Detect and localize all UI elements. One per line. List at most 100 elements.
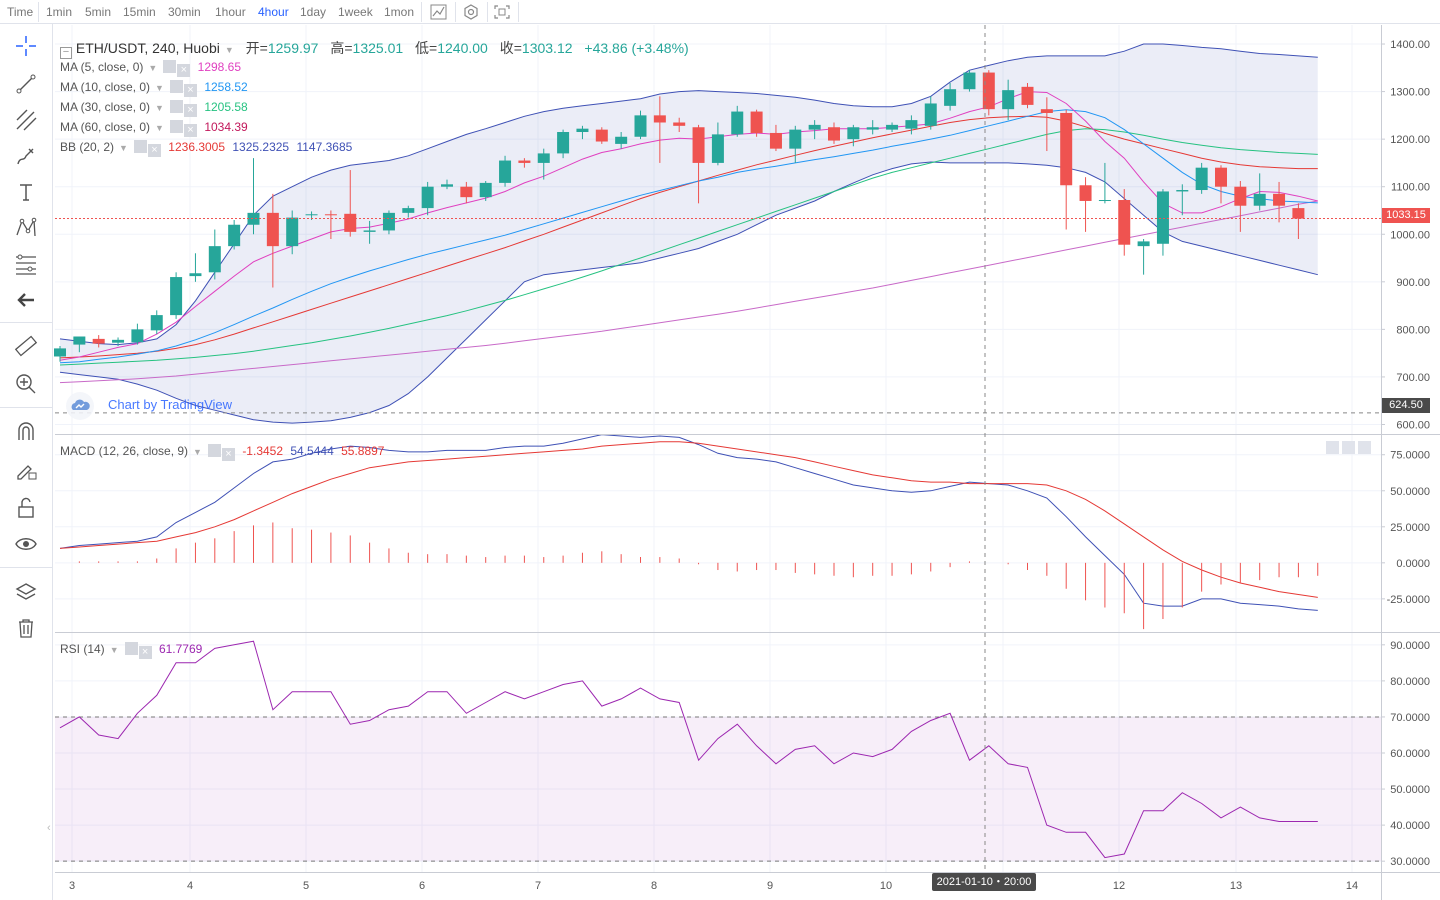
chevron-down-icon[interactable]: ▼	[224, 45, 234, 55]
rsi-tick-label: 70.0000	[1390, 712, 1430, 724]
watermark-text: Chart by TradingView	[108, 397, 233, 412]
candle-body	[692, 127, 705, 163]
interval-15min[interactable]: 15min	[123, 5, 156, 19]
legend-ma5[interactable]: MA (5, close, 0) ▼ × 1298.65	[60, 60, 241, 77]
layers-icon[interactable]	[8, 578, 44, 606]
zoom-in-icon[interactable]	[8, 370, 44, 398]
gear-icon[interactable]	[169, 80, 183, 93]
chevron-down-icon[interactable]: ▼	[193, 447, 202, 457]
candle-body	[615, 136, 628, 144]
gear-icon[interactable]	[124, 642, 138, 655]
interval-30min[interactable]: 30min	[168, 5, 201, 19]
gear-icon[interactable]	[169, 100, 183, 113]
magnet-icon[interactable]	[8, 418, 44, 446]
candle-body	[1156, 191, 1169, 244]
x-tick-label: 9	[767, 880, 773, 892]
collapse-sidebar-icon[interactable]: ‹	[47, 822, 51, 834]
trash-icon[interactable]	[8, 614, 44, 642]
settings-icon[interactable]	[455, 0, 487, 24]
interval-1mon[interactable]: 1mon	[384, 5, 415, 19]
chevron-down-icon[interactable]: ▼	[119, 143, 128, 153]
fib-icon[interactable]	[8, 250, 44, 278]
legend-ma10[interactable]: MA (10, close, 0) ▼ × 1258.52	[60, 80, 248, 97]
gear-icon[interactable]	[207, 444, 221, 457]
ma10-line	[59, 109, 1318, 364]
legend-ma30[interactable]: MA (30, close, 0) ▼ × 1205.58	[60, 100, 248, 117]
move-up-icon[interactable]	[1326, 441, 1339, 454]
text-icon[interactable]	[8, 178, 44, 206]
pattern-icon[interactable]	[8, 214, 44, 242]
interval-1min[interactable]: 1min	[46, 5, 73, 19]
close-icon[interactable]: ×	[183, 84, 197, 97]
chevron-down-icon[interactable]: ▼	[109, 645, 119, 655]
close-icon[interactable]: ×	[147, 144, 161, 157]
tradingview-logo-icon	[66, 391, 94, 420]
chevron-down-icon[interactable]: ▼	[155, 83, 164, 93]
rsi-tick-label: 30.0000	[1390, 856, 1430, 868]
price-tick-label: 1400.00	[1390, 39, 1430, 51]
legend-label: MA (30, close, 0)	[60, 100, 151, 114]
close-icon[interactable]: ×	[183, 104, 197, 117]
x-tick-label: 5	[303, 880, 309, 892]
collapse-icon[interactable]: −	[60, 47, 72, 59]
candle-body	[54, 348, 66, 357]
close-icon[interactable]: ×	[183, 124, 197, 137]
gear-icon[interactable]	[133, 140, 147, 153]
legend-value: 61.7769	[158, 642, 203, 656]
macd-line	[59, 434, 1318, 611]
x-tick-label: 10	[880, 880, 892, 892]
candle-body	[789, 129, 802, 149]
legend-value-lower: 1147.3685	[296, 140, 353, 154]
chevron-down-icon[interactable]: ▼	[155, 123, 164, 133]
rsi-band-fill	[55, 716, 1381, 862]
interval-5min[interactable]: 5min	[85, 5, 112, 19]
legend-value-macd: 54.5444	[290, 444, 334, 458]
interval-1day[interactable]: 1day	[300, 5, 327, 19]
close-icon[interactable]: ×	[221, 448, 235, 461]
interval-1hour[interactable]: 1hour	[215, 5, 246, 19]
candle-body	[634, 115, 647, 137]
chevron-down-icon[interactable]: ▼	[155, 103, 164, 113]
candle-body	[595, 129, 608, 142]
candle-body	[866, 127, 879, 130]
high-label: 高=	[330, 40, 353, 56]
tradingview-watermark[interactable]: Chart by TradingView	[66, 390, 232, 420]
interval-4hour[interactable]: 4hour	[258, 5, 289, 19]
candle-body	[92, 338, 105, 344]
indicators-icon[interactable]	[423, 0, 455, 24]
crosshair-icon[interactable]	[8, 32, 44, 60]
legend-bb[interactable]: BB (20, 2) ▼ × 1236.3005 1325.2325 1147.36…	[60, 140, 352, 157]
candle-body	[1253, 193, 1266, 206]
candle-body	[537, 153, 550, 163]
gear-icon[interactable]	[169, 120, 183, 133]
trendline-icon[interactable]	[8, 70, 44, 98]
macd-tick-label: 25.0000	[1390, 522, 1430, 534]
legend-macd[interactable]: MACD (12, 26, close, 9) ▼ × -1.3452 54.544…	[60, 444, 384, 461]
legend-ma60[interactable]: MA (60, close, 0) ▼ × 1034.39	[60, 120, 248, 137]
unlock-icon[interactable]	[8, 494, 44, 522]
brush-icon[interactable]	[8, 142, 44, 170]
candle-body	[189, 273, 202, 277]
close-icon[interactable]: ×	[177, 64, 191, 77]
legend-value-signal: 55.8897	[341, 444, 385, 458]
interval-1week[interactable]: 1week	[338, 5, 373, 19]
eye-icon[interactable]	[8, 530, 44, 558]
ruler-icon[interactable]	[8, 332, 44, 360]
lock-drawing-icon[interactable]	[8, 456, 44, 484]
gear-icon[interactable]	[163, 60, 177, 73]
legend-value-hist: -1.3452	[242, 444, 284, 458]
fullscreen-icon[interactable]	[486, 0, 518, 24]
legend-rsi[interactable]: RSI (14) ▼ × 61.7769	[60, 642, 202, 659]
move-down-icon[interactable]	[1342, 441, 1355, 454]
legend-value: 1205.58	[204, 100, 248, 114]
chevron-down-icon[interactable]: ▼	[148, 63, 158, 73]
close-icon[interactable]: ×	[138, 646, 152, 659]
maximize-icon[interactable]	[1358, 441, 1371, 454]
pitchfork-icon[interactable]	[8, 106, 44, 134]
candle-body	[828, 127, 840, 141]
x-tick-label: 12	[1113, 880, 1125, 892]
x-tick-label: 6	[419, 880, 425, 892]
back-arrow-icon[interactable]	[8, 286, 44, 314]
rsi-tick-label: 60.0000	[1390, 748, 1430, 760]
